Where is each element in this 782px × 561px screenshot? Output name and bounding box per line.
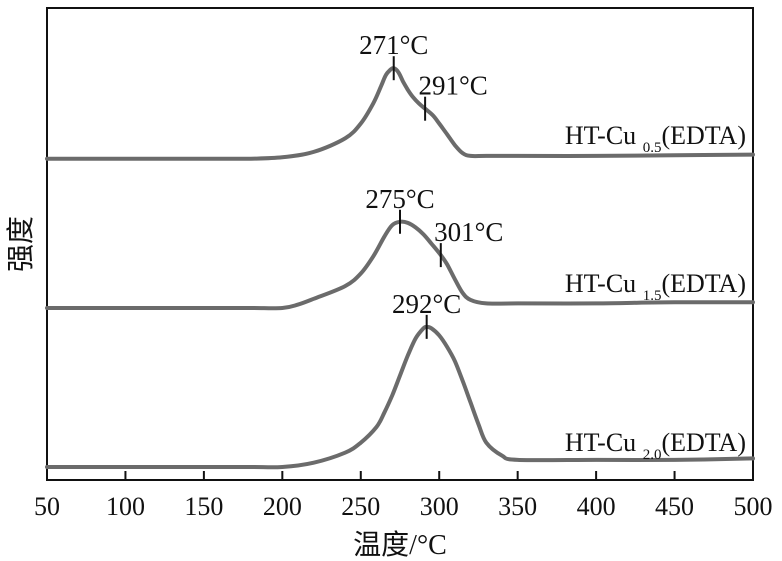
series-line-1.5 — [45, 219, 755, 311]
series-label-sub: 0.5 — [643, 140, 662, 156]
x-tick-label: 100 — [106, 492, 145, 521]
plot-frame — [46, 7, 754, 481]
series-label-suffix: (EDTA) — [661, 121, 746, 150]
y-axis-label: 强度 — [5, 216, 37, 272]
series-label-main: HT-Cu — [565, 121, 643, 150]
x-tick-label: 50 — [34, 492, 60, 521]
series-label-main: HT-Cu — [565, 269, 643, 298]
peak-label: 275°C — [365, 184, 434, 214]
series-label-suffix: (EDTA) — [661, 428, 746, 457]
x-tick-label: 400 — [577, 492, 616, 521]
x-tick-label: 300 — [420, 492, 459, 521]
series-line-0.5 — [45, 66, 755, 161]
x-tick-label: 150 — [184, 492, 223, 521]
x-axis: 50 100 150 200 250 300 350 400 450 500 — [34, 471, 773, 521]
x-tick-label: 350 — [498, 492, 537, 521]
series-label-sub: 2.0 — [643, 447, 662, 463]
series-label: HT-Cu 2.0(EDTA) — [565, 428, 746, 463]
series-label: HT-Cu 1.5(EDTA) — [565, 269, 746, 304]
series-label: HT-Cu 0.5(EDTA) — [565, 121, 746, 156]
series-label-suffix: (EDTA) — [661, 269, 746, 298]
peak-label: 291°C — [418, 71, 487, 101]
peak-label: 292°C — [392, 289, 461, 319]
x-axis-label: 温度/°C — [353, 529, 447, 561]
x-tick-label: 500 — [734, 492, 773, 521]
peak-label: 271°C — [359, 30, 428, 60]
series-layer: HT-Cu 0.5(EDTA)HT-Cu 1.5(EDTA)HT-Cu 2.0(… — [45, 66, 755, 470]
series-label-sub: 1.5 — [643, 288, 662, 304]
series-line-2.0 — [45, 324, 755, 470]
x-tick-label: 200 — [263, 492, 302, 521]
x-tick-label: 250 — [341, 492, 380, 521]
peak-label: 301°C — [434, 217, 503, 247]
series-label-main: HT-Cu — [565, 428, 643, 457]
x-tick-label: 450 — [655, 492, 694, 521]
